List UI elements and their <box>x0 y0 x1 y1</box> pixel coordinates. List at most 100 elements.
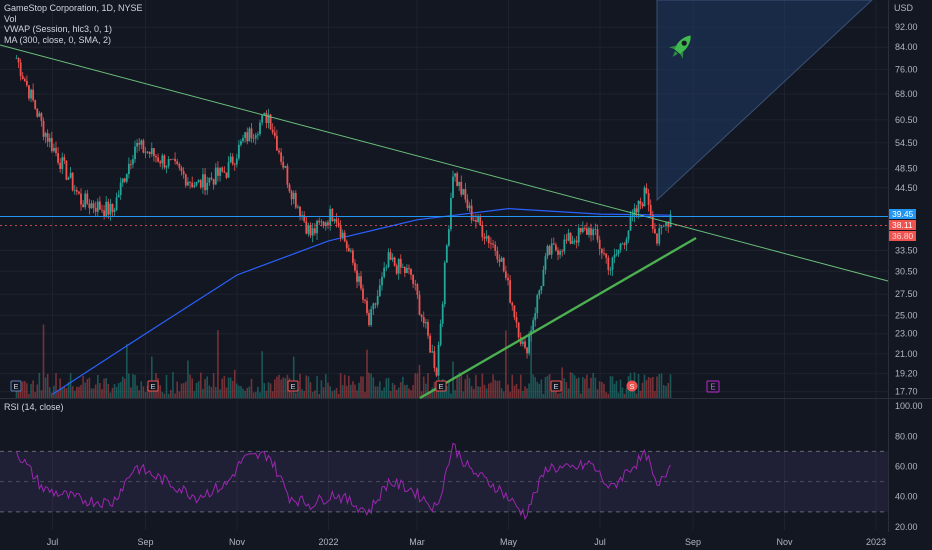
candle-body <box>577 227 580 243</box>
volume-bar <box>40 390 43 398</box>
candle-body <box>643 187 646 207</box>
time-axis[interactable]: Jul Sep Nov 2022 Mar May Jul Sep Nov 2023 <box>47 537 886 547</box>
volume-bar <box>341 385 344 398</box>
volume-bar <box>233 369 236 398</box>
volume-bar <box>282 377 284 398</box>
candle-body <box>19 62 22 76</box>
price-tag-a: 38.11 <box>889 220 916 230</box>
volume-bar <box>109 392 112 398</box>
candle-body <box>57 153 59 163</box>
candle-body <box>254 135 257 139</box>
volume-bar <box>536 381 539 398</box>
candle-body <box>119 182 122 195</box>
volume-bar <box>658 374 661 398</box>
ascending-support-line <box>419 236 697 400</box>
rsi-line <box>16 442 671 520</box>
volume-bar <box>487 383 490 398</box>
candle-body <box>155 156 157 158</box>
candle-body <box>594 229 597 231</box>
volume-bar <box>320 380 323 398</box>
volume-bar <box>464 379 467 398</box>
volume-bar <box>263 382 266 398</box>
candle-body <box>427 322 429 336</box>
volume-bar <box>59 378 61 398</box>
volume-bar <box>507 384 509 398</box>
candle-body <box>403 267 406 273</box>
volume-bar <box>238 385 240 398</box>
vwap-legend[interactable]: VWAP (Session, hlc3, 0, 1) <box>4 24 113 34</box>
candle-body <box>579 227 582 233</box>
volume-bar <box>212 373 215 398</box>
volume-bar <box>314 390 316 398</box>
candle-body <box>195 182 198 186</box>
price-tag-b: 36.80 <box>889 231 917 241</box>
candle-body <box>607 257 610 271</box>
volume-bar <box>498 380 501 398</box>
candle-body <box>172 158 174 160</box>
candle-body <box>187 181 189 186</box>
volume-bar <box>563 378 566 398</box>
projection-box <box>656 0 873 202</box>
price-tick-label: 48.50 <box>895 164 918 174</box>
candle-body <box>633 208 636 216</box>
current-price-line <box>0 216 888 226</box>
candle-body <box>320 221 323 223</box>
earnings-marker-label: E <box>438 382 443 391</box>
volume-bar <box>159 385 161 398</box>
ma-legend[interactable]: MA (300, close, 0, SMA, 2) <box>4 34 112 45</box>
candle-body <box>536 295 539 314</box>
candle-body <box>123 178 126 182</box>
projection-triangle[interactable] <box>656 0 873 202</box>
volume-bar <box>278 374 280 398</box>
volume-bar <box>522 390 524 398</box>
candle-body <box>165 166 168 168</box>
trend-lines[interactable] <box>0 44 889 400</box>
candle-body <box>38 113 41 117</box>
volume-bar <box>412 384 414 398</box>
currency-label[interactable]: USD <box>894 3 914 13</box>
candle-body <box>466 199 469 209</box>
candle-body <box>337 222 340 227</box>
volume-bar <box>309 382 312 398</box>
chart-legend: GameStop Corporation, 1D, NYSE Vol VWAP … <box>4 3 143 45</box>
volume-bar <box>511 374 514 398</box>
volume-legend[interactable]: Vol <box>4 13 17 24</box>
volume-bar <box>637 373 640 398</box>
rsi-legend[interactable]: RSI (14, close) <box>4 402 64 412</box>
candle-body <box>464 189 467 200</box>
volume-bar <box>454 390 456 398</box>
volume-bar <box>542 393 545 398</box>
volume-bar <box>84 382 86 398</box>
candle-body <box>567 232 570 241</box>
candle-body <box>629 216 632 231</box>
volume-bar <box>261 351 263 398</box>
volume-bar <box>358 382 360 398</box>
candle-body <box>25 80 28 86</box>
candle-body <box>178 164 181 168</box>
candle-body <box>662 225 665 227</box>
volume-bar <box>517 389 520 398</box>
volume-bar <box>532 374 534 398</box>
candle-body <box>479 216 482 226</box>
volume-bar <box>202 388 204 398</box>
earnings-marker <box>287 380 299 392</box>
volume-bar <box>513 385 516 398</box>
candle-body <box>511 302 514 306</box>
candle-body <box>366 300 368 313</box>
candle-body <box>322 221 325 227</box>
candle-body <box>197 180 200 183</box>
volume-bar <box>189 374 191 398</box>
price-axis[interactable]: 92.00 84.00 76.00 68.00 60.50 54.50 48.50 44.50… <box>895 22 923 532</box>
volume-bar <box>406 384 408 398</box>
candle-body <box>341 232 344 238</box>
candle-body <box>90 203 93 209</box>
volume-bar <box>292 356 295 398</box>
candle-body <box>647 193 650 205</box>
candle-body <box>305 221 308 234</box>
volume-bar <box>466 374 469 398</box>
volume-bar <box>408 388 410 398</box>
volume-bar <box>82 376 84 398</box>
symbol-title[interactable]: GameStop Corporation, 1D, NYSE <box>4 3 143 13</box>
